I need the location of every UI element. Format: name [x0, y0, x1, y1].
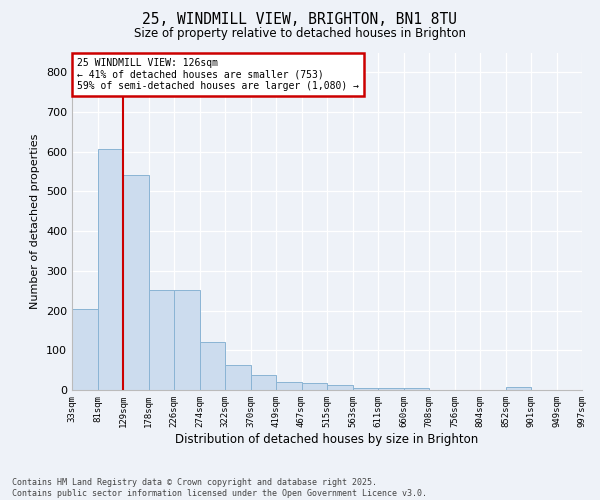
- Text: 25, WINDMILL VIEW, BRIGHTON, BN1 8TU: 25, WINDMILL VIEW, BRIGHTON, BN1 8TU: [143, 12, 458, 28]
- Bar: [149, 290, 174, 390]
- Bar: [505, 387, 531, 390]
- Y-axis label: Number of detached properties: Number of detached properties: [31, 134, 40, 309]
- Bar: [199, 342, 225, 390]
- Bar: [302, 383, 327, 390]
- Bar: [251, 376, 276, 390]
- Bar: [72, 310, 97, 390]
- Text: 25 WINDMILL VIEW: 126sqm
← 41% of detached houses are smaller (753)
59% of semi-: 25 WINDMILL VIEW: 126sqm ← 41% of detach…: [77, 58, 359, 91]
- Bar: [353, 388, 378, 390]
- Bar: [276, 382, 302, 390]
- Bar: [123, 175, 149, 390]
- Bar: [174, 290, 199, 390]
- Text: Size of property relative to detached houses in Brighton: Size of property relative to detached ho…: [134, 28, 466, 40]
- Bar: [378, 388, 404, 390]
- Bar: [97, 149, 123, 390]
- Bar: [327, 385, 353, 390]
- X-axis label: Distribution of detached houses by size in Brighton: Distribution of detached houses by size …: [175, 432, 479, 446]
- Bar: [404, 388, 429, 390]
- Bar: [225, 366, 251, 390]
- Text: Contains HM Land Registry data © Crown copyright and database right 2025.
Contai: Contains HM Land Registry data © Crown c…: [12, 478, 427, 498]
